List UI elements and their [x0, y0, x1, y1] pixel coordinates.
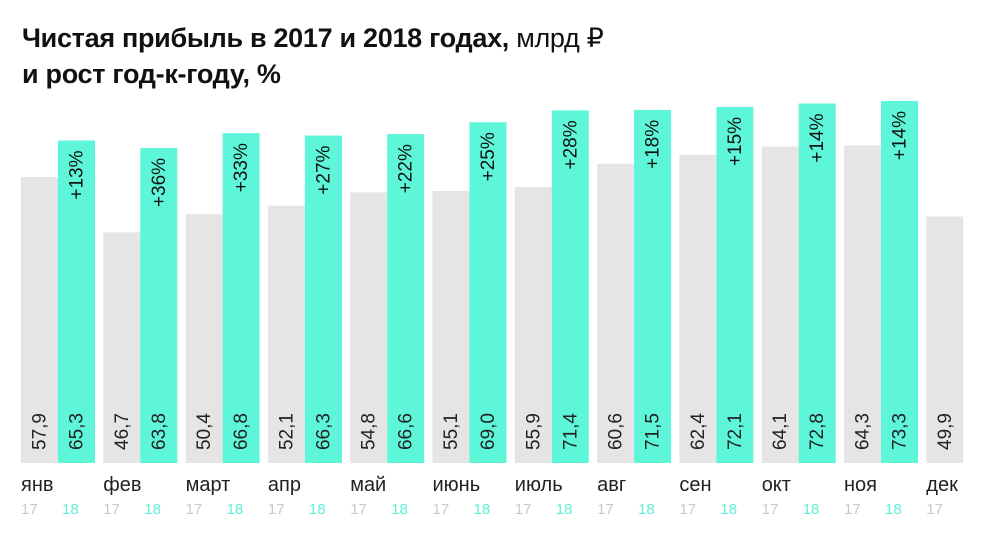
month-label: янв [21, 474, 54, 496]
year-label-2018: 18 [803, 501, 820, 518]
month-label: авг [597, 474, 626, 496]
bar-2017 [350, 192, 388, 463]
bar-2017 [103, 232, 141, 463]
value-label-2018: 73,3 [890, 413, 911, 450]
bar-2018 [716, 106, 754, 463]
year-label-2017: 17 [762, 501, 779, 518]
bar-2018 [798, 103, 836, 464]
growth-label: +28% [560, 120, 581, 169]
bar-2017 [679, 154, 717, 464]
growth-label: +33% [231, 143, 252, 192]
growth-label: +25% [478, 132, 499, 181]
value-label-2018: 66,8 [231, 413, 252, 450]
value-label-2017: 46,7 [112, 413, 133, 450]
bar-2018 [881, 101, 918, 463]
year-label-2018: 18 [474, 501, 491, 518]
bar-2018 [304, 135, 342, 464]
bar-2017 [844, 145, 881, 463]
bar-2017 [267, 205, 305, 464]
month-label: окт [762, 474, 791, 496]
growth-label: +27% [313, 145, 334, 194]
growth-label: +14% [890, 111, 911, 160]
year-label-2018: 18 [227, 501, 244, 518]
year-label-2017: 17 [350, 501, 367, 518]
bar-2018 [58, 140, 95, 464]
value-label-2017: 54,8 [359, 413, 380, 450]
bar-2017 [514, 186, 552, 463]
chart-title-line-2: и рост год-к-году, % [22, 59, 281, 89]
month-label: дек [926, 474, 958, 496]
year-label-2018: 18 [144, 501, 161, 518]
year-label-2018: 18 [62, 501, 79, 518]
value-label-2018: 66,3 [313, 413, 334, 450]
bar-2018 [140, 147, 178, 463]
bar-2017 [597, 163, 635, 463]
month-label: апр [268, 474, 301, 496]
growth-label: +14% [807, 113, 828, 162]
value-label-2017: 55,1 [441, 413, 462, 450]
value-label-2017: 57,9 [30, 413, 51, 450]
chart-title-bold: Чистая прибыль в 2017 и 2018 годах, [22, 23, 509, 53]
year-label-2017: 17 [515, 501, 532, 518]
bar-2018 [222, 133, 260, 463]
month-label: май [350, 474, 386, 496]
value-label-2018: 66,6 [396, 413, 417, 450]
month-label: фев [103, 474, 141, 496]
value-label-2017: 64,1 [770, 413, 791, 450]
year-label-2018: 18 [720, 501, 737, 518]
value-label-2018: 71,5 [643, 413, 664, 450]
bar-2017 [21, 177, 58, 463]
year-label-2017: 17 [679, 501, 696, 518]
value-label-2017: 49,9 [935, 413, 956, 450]
growth-label: +36% [149, 158, 170, 207]
bar-2017 [761, 146, 799, 464]
month-label: сен [679, 474, 711, 496]
year-label-2017: 17 [433, 501, 450, 518]
year-label-2017: 17 [844, 501, 861, 518]
year-label-2018: 18 [391, 501, 408, 518]
bar-2018 [551, 110, 589, 463]
bar-2018 [469, 122, 507, 463]
value-label-2018: 63,8 [149, 413, 170, 450]
bar-2017 [926, 216, 964, 463]
month-label: март [186, 474, 231, 496]
value-label-2018: 69,0 [478, 413, 499, 450]
year-label-2018: 18 [556, 501, 573, 518]
value-label-2018: 72,1 [725, 413, 746, 450]
value-label-2017: 60,6 [606, 413, 627, 450]
value-label-2018: 72,8 [807, 413, 828, 450]
chart-title-line-1: Чистая прибыль в 2017 и 2018 годах, млрд… [22, 20, 604, 56]
chart-title-unit: млрд ₽ [509, 23, 604, 53]
year-label-2017: 17 [926, 501, 943, 518]
value-label-2017: 50,4 [194, 413, 215, 450]
growth-label: +13% [67, 150, 88, 199]
growth-label: +15% [725, 117, 746, 166]
value-label-2017: 62,4 [688, 413, 709, 450]
bar-2017 [185, 214, 223, 463]
year-label-2017: 17 [103, 501, 120, 518]
month-label: ноя [844, 474, 877, 496]
year-label-2017: 17 [597, 501, 614, 518]
bar-2018 [634, 109, 672, 463]
value-label-2017: 52,1 [276, 413, 297, 450]
year-label-2017: 17 [21, 501, 38, 518]
bar-2018 [387, 134, 425, 463]
year-label-2018: 18 [885, 501, 902, 518]
year-label-2017: 17 [186, 501, 203, 518]
value-label-2018: 65,3 [67, 413, 88, 450]
growth-label: +18% [643, 120, 664, 169]
month-label: июль [515, 474, 563, 496]
bar-2017 [432, 190, 470, 463]
value-label-2017: 55,9 [523, 413, 544, 450]
chart-title: Чистая прибыль в 2017 и 2018 годах, млрд… [22, 20, 604, 92]
value-label-2017: 64,3 [853, 413, 874, 450]
value-label-2018: 71,4 [560, 413, 581, 450]
growth-label: +22% [396, 144, 417, 193]
month-label: июнь [433, 474, 481, 496]
year-label-2018: 18 [309, 501, 326, 518]
year-label-2017: 17 [268, 501, 285, 518]
year-label-2018: 18 [638, 501, 655, 518]
